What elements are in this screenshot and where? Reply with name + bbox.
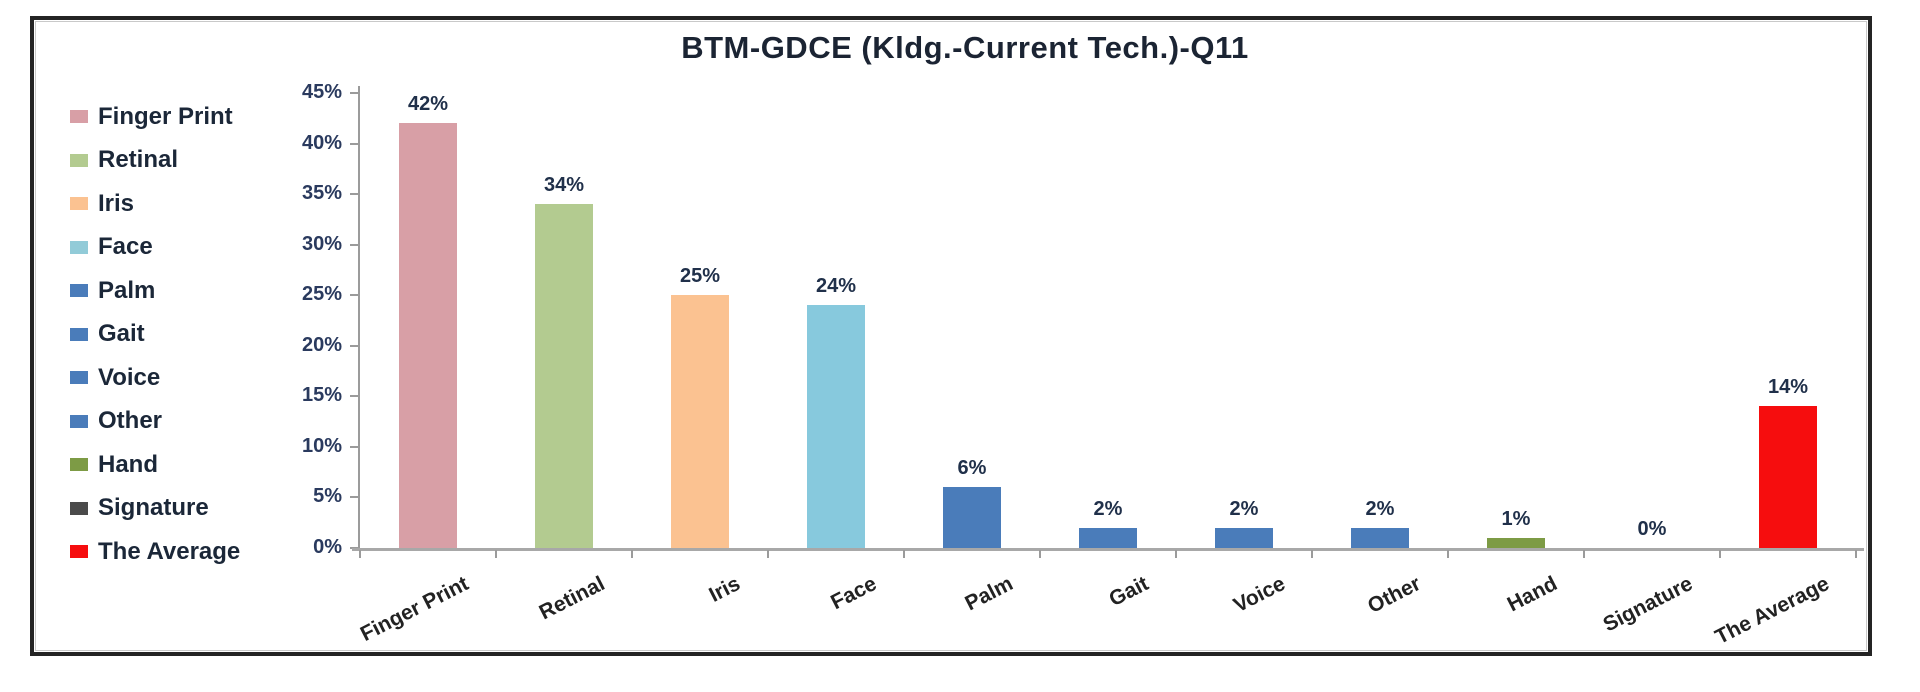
legend-swatch-icon: [70, 458, 88, 472]
bar-value-label: 0%: [1637, 518, 1667, 540]
y-tick-mark: [350, 395, 358, 398]
y-tick-label: 35%: [301, 182, 342, 205]
legend-swatch-icon: [70, 284, 88, 298]
legend-swatch-icon: [70, 501, 88, 515]
x-tick-mark: [1447, 550, 1449, 558]
bar: [943, 487, 1001, 548]
y-tick-label: 30%: [301, 232, 342, 255]
legend-item: Iris: [70, 182, 320, 226]
legend-item: Gait: [70, 313, 320, 357]
y-tick-label: 20%: [301, 333, 342, 356]
legend-swatch-icon: [70, 153, 88, 167]
legend-label: Voice: [98, 363, 161, 391]
legend-swatch-icon: [70, 197, 88, 211]
legend-swatch-icon: [70, 240, 88, 254]
bar: [1487, 537, 1545, 548]
bar-value-label: 24%: [815, 275, 857, 298]
legend-label: Iris: [98, 189, 135, 217]
bar: [535, 204, 593, 548]
bar: [807, 305, 865, 548]
y-tick-mark: [350, 142, 358, 145]
x-tick-mark: [1175, 550, 1177, 558]
y-tick-mark: [350, 193, 358, 196]
legend-swatch-icon: [70, 371, 88, 385]
legend-label: Signature: [98, 494, 209, 522]
legend-item: Finger Print: [70, 95, 320, 139]
legend-item: Hand: [70, 443, 320, 487]
legend-swatch-icon: [70, 414, 88, 428]
y-tick-mark: [350, 243, 358, 246]
x-tick-mark: [767, 550, 769, 558]
bar-value-label: 34%: [543, 174, 585, 197]
bar-value-label: 2%: [1229, 497, 1259, 520]
y-tick-mark: [350, 496, 358, 499]
chart-legend: Finger Print Retinal Iris Face Palm Gait Voice…: [70, 95, 320, 574]
y-tick-label: 40%: [301, 131, 342, 154]
legend-item: Signature: [70, 487, 320, 531]
bar-value-label: 2%: [1093, 497, 1123, 520]
legend-item: Other: [70, 400, 320, 444]
legend-label: The Average: [98, 537, 241, 565]
legend-label: Palm: [98, 276, 156, 304]
bar: [1215, 527, 1273, 548]
y-tick-mark: [350, 445, 358, 448]
legend-label: Hand: [98, 450, 158, 478]
x-tick-mark: [1039, 550, 1041, 558]
y-tick-label: 10%: [301, 434, 342, 457]
x-tick-mark: [1855, 550, 1857, 558]
y-tick-label: 0%: [313, 536, 342, 558]
legend-swatch-icon: [70, 327, 88, 341]
bar: [1351, 527, 1409, 548]
bar-value-label: 25%: [679, 265, 721, 288]
x-tick-mark: [631, 550, 633, 558]
chart-inner-frame-line: [35, 21, 1867, 651]
bar: [671, 295, 729, 548]
y-tick-mark: [350, 294, 358, 297]
bar-value-label: 1%: [1501, 507, 1531, 530]
x-tick-mark: [359, 550, 361, 558]
legend-item: Face: [70, 226, 320, 270]
chart-title: BTM-GDCE (Kldg.-Current Tech.)-Q11: [681, 30, 1249, 65]
x-tick-mark: [1583, 550, 1585, 558]
y-tick-label: 45%: [301, 81, 342, 103]
legend-item: Palm: [70, 269, 320, 313]
bar-value-label: 14%: [1767, 376, 1809, 399]
x-tick-mark: [1719, 550, 1721, 558]
bar: [1759, 406, 1817, 548]
y-tick-label: 5%: [313, 485, 342, 508]
legend-label: Finger Print: [98, 102, 233, 130]
y-tick-label: 25%: [301, 283, 342, 306]
bar-value-label: 42%: [407, 93, 449, 116]
bar-value-label: 2%: [1365, 497, 1395, 520]
y-tick-mark: [350, 92, 358, 94]
bar-value-label: 6%: [957, 457, 987, 480]
y-tick-label: 15%: [301, 384, 342, 407]
legend-item: Voice: [70, 356, 320, 400]
bar: [1079, 527, 1137, 548]
y-tick-mark: [350, 344, 358, 347]
legend-item: The Average: [70, 530, 320, 574]
legend-swatch-icon: [70, 545, 88, 559]
legend-label: Other: [98, 407, 163, 435]
x-tick-mark: [495, 550, 497, 558]
x-axis-line: [352, 548, 1864, 551]
x-tick-mark: [1311, 550, 1313, 558]
legend-label: Retinal: [98, 146, 179, 174]
x-tick-mark: [903, 550, 905, 558]
bar: [399, 123, 457, 548]
y-axis-line: [358, 86, 360, 548]
legend-label: Gait: [98, 320, 145, 348]
legend-item: Retinal: [70, 139, 320, 183]
legend-label: Face: [98, 233, 153, 261]
legend-swatch-icon: [70, 110, 88, 124]
